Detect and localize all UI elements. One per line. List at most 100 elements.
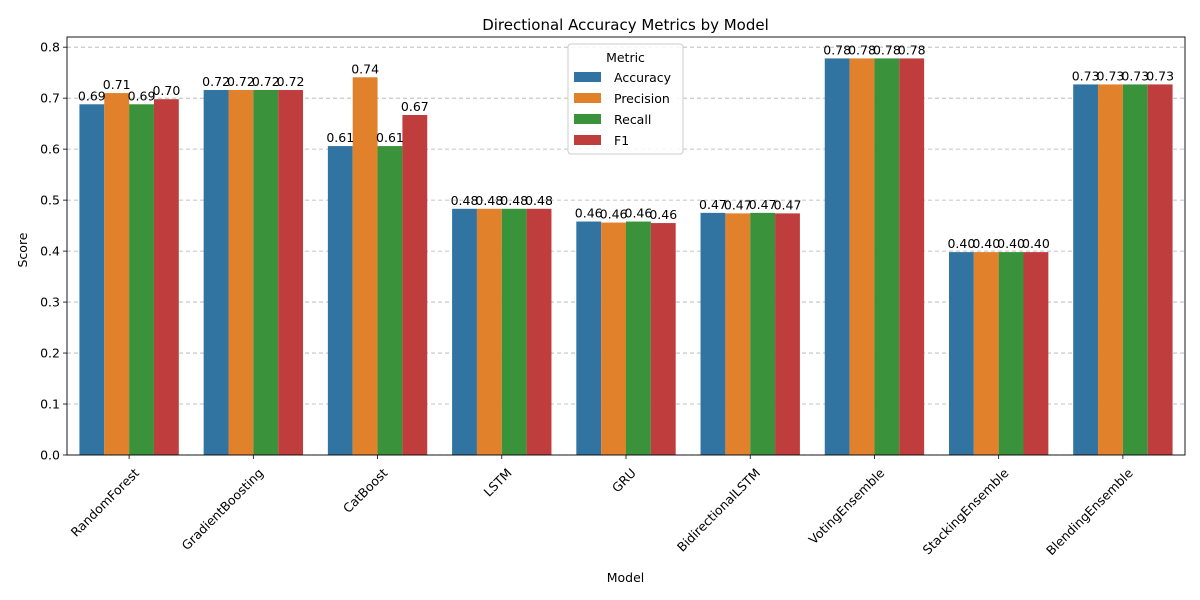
- bar-value-label: 0.78: [873, 42, 901, 57]
- x-tick-label: CatBoost: [340, 465, 391, 516]
- bar-f1: [1147, 84, 1173, 455]
- bar-value-label: 0.70: [152, 83, 180, 98]
- bar-recall: [253, 90, 279, 455]
- legend-entry: Accuracy: [614, 70, 672, 85]
- bar-accuracy: [452, 208, 477, 455]
- bar-accuracy: [327, 146, 353, 455]
- bar-value-label: 0.46: [575, 206, 603, 221]
- bar-precision: [352, 77, 378, 456]
- legend-swatch: [574, 135, 601, 145]
- chart-title: Directional Accuracy Metrics by Model: [482, 16, 769, 34]
- x-tick-label: RandomForest: [68, 465, 142, 539]
- x-ticks: RandomForest GradientBoosting CatBoost LSTM…: [68, 455, 1136, 558]
- x-tick-label: GradientBoosting: [179, 465, 267, 553]
- bar-value-label: 0.47: [774, 197, 802, 212]
- bar-accuracy: [700, 212, 726, 455]
- bar-value-label: 0.40: [972, 236, 1000, 251]
- x-axis-label: Model: [607, 570, 645, 585]
- legend-entry: Precision: [614, 91, 670, 106]
- bar-f1: [526, 208, 552, 455]
- bar-f1: [899, 58, 925, 455]
- y-tick-label: 0.3: [40, 295, 60, 310]
- bar-value-label: 0.47: [724, 197, 752, 212]
- bar-value-label: 0.40: [997, 236, 1025, 251]
- x-tick-label: BidirectionalLSTM: [674, 465, 763, 554]
- bar-value-label: 0.61: [376, 130, 404, 145]
- bar-precision: [104, 93, 130, 455]
- bar-recall: [874, 58, 900, 455]
- bar-precision: [973, 252, 999, 455]
- bar-f1: [1023, 252, 1049, 455]
- bar-precision: [601, 222, 626, 455]
- legend-title: Metric: [606, 50, 645, 65]
- y-tick-label: 0.4: [40, 244, 60, 259]
- y-tick-label: 0.2: [40, 346, 60, 361]
- bar-value-label: 0.61: [326, 130, 354, 145]
- bar-value-label: 0.73: [1146, 68, 1174, 83]
- y-tick-label: 0.5: [40, 193, 60, 208]
- x-tick-label: VotingEnsemble: [805, 465, 887, 547]
- bar-value-label: 0.72: [277, 74, 305, 89]
- bar-value-label: 0.69: [128, 88, 156, 103]
- bar-value-label: 0.47: [749, 197, 777, 212]
- bar-value-label: 0.73: [1072, 68, 1100, 83]
- bar-accuracy: [824, 58, 850, 455]
- bar-f1: [278, 90, 304, 455]
- bar-value-label: 0.47: [699, 197, 727, 212]
- bar-value-label: 0.73: [1121, 68, 1149, 83]
- bar-value-label: 0.40: [947, 236, 975, 251]
- bar-value-label: 0.73: [1097, 68, 1125, 83]
- legend-entry: F1: [614, 133, 629, 148]
- legend-swatch: [574, 93, 601, 103]
- bar-f1: [650, 223, 676, 455]
- bar-value-label: 0.46: [600, 207, 628, 222]
- legend-entry: Recall: [614, 112, 651, 127]
- bar-value-label: 0.72: [252, 74, 280, 89]
- bar-value-label: 0.48: [451, 193, 479, 208]
- bar-value-label: 0.69: [78, 88, 106, 103]
- y-tick-label: 0.1: [40, 397, 60, 412]
- bar-value-label: 0.48: [525, 193, 553, 208]
- legend: Metric Accuracy Precision Recall F1: [567, 43, 684, 155]
- y-axis-label: Score: [15, 232, 30, 267]
- bars: [79, 58, 1173, 456]
- bar-recall: [377, 146, 403, 455]
- bar-value-label: 0.46: [649, 207, 677, 222]
- bar-precision: [849, 58, 875, 455]
- x-tick-label: BlendingEnsemble: [1043, 465, 1136, 558]
- bar-accuracy: [203, 90, 229, 455]
- bar-precision: [228, 90, 254, 455]
- bar-accuracy: [948, 252, 974, 455]
- bar-accuracy: [576, 221, 602, 455]
- bar-value-label: 0.78: [823, 42, 851, 57]
- bar-value-label: 0.78: [898, 42, 926, 57]
- bar-value-label: 0.72: [202, 74, 230, 89]
- x-tick-label: StackingEnsemble: [919, 465, 1011, 557]
- bar-accuracy: [79, 104, 105, 455]
- bar-value-label: 0.48: [475, 193, 503, 208]
- bar-value-label: 0.48: [500, 193, 528, 208]
- legend-swatch: [574, 114, 601, 124]
- bar-value-label: 0.71: [103, 77, 131, 92]
- y-tick-label: 0.0: [40, 448, 60, 463]
- legend-box: [567, 43, 684, 155]
- bar-recall: [750, 212, 776, 455]
- bar-recall: [998, 252, 1024, 455]
- bar-value-label: 0.67: [401, 99, 429, 114]
- bar-accuracy: [1073, 84, 1099, 455]
- bar-recall: [501, 208, 527, 455]
- y-ticks: 0.0 0.1 0.2 0.3 0.4 0.5 0.6 0.7 0.8: [40, 40, 67, 463]
- bar-value-label: 0.72: [227, 74, 255, 89]
- bar-value-label: 0.40: [1022, 236, 1050, 251]
- bar-value-label: 0.74: [351, 61, 379, 76]
- bar-value-label: 0.78: [848, 42, 876, 57]
- bar-value-label: 0.46: [625, 206, 653, 221]
- bar-precision: [476, 208, 502, 455]
- y-tick-label: 0.8: [40, 40, 60, 55]
- x-tick-label: GRU: [609, 465, 639, 495]
- bar-f1: [153, 99, 179, 455]
- bar-f1: [775, 213, 800, 455]
- legend-swatch: [574, 72, 601, 82]
- x-tick-label: LSTM: [481, 465, 515, 499]
